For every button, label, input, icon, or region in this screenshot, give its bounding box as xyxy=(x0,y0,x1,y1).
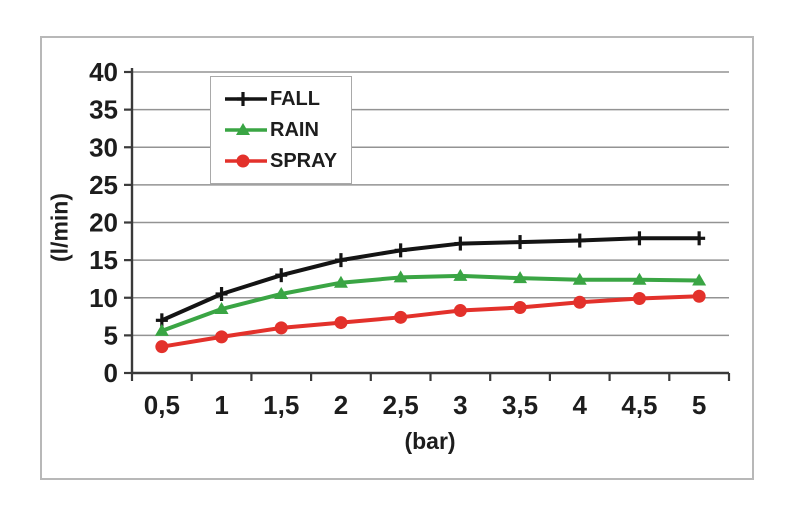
legend-label-spray: SPRAY xyxy=(270,150,338,173)
x-tick-label: 4,5 xyxy=(621,390,657,420)
legend-item-fall: FALL xyxy=(223,89,351,109)
y-tick-label: 25 xyxy=(89,170,118,200)
y-tick-label: 40 xyxy=(89,57,118,87)
legend-item-rain: RAIN xyxy=(223,120,351,140)
chart-panel: 0 5 10 15 20 25 30 35 40 0,5 1 1,5 2 2,5 3 3,5 4 4,5 5 FAL… xyxy=(40,36,754,480)
x-axis-title: (bar) xyxy=(404,428,456,454)
x-tick-label: 1,5 xyxy=(263,390,299,420)
x-tick-label: 4 xyxy=(573,390,588,420)
chart-plot: 0 5 10 15 20 25 30 35 40 0,5 1 1,5 2 2,5 3 3,5 4 4,5 5 xyxy=(89,57,731,420)
series-rain xyxy=(154,268,707,336)
x-tick-label: 2 xyxy=(334,390,348,420)
x-tick-label: 0,5 xyxy=(144,390,180,420)
x-tick-label: 3 xyxy=(453,390,467,420)
y-tick-label: 20 xyxy=(89,208,118,238)
x-tick-label: 2,5 xyxy=(383,390,419,420)
y-tick-label: 15 xyxy=(89,245,118,275)
legend: FALL RAIN SPRAY xyxy=(210,76,352,184)
x-tick-label: 3,5 xyxy=(502,390,538,420)
series-fall xyxy=(155,231,706,328)
rain-line-marker-icon xyxy=(223,121,269,139)
legend-label-rain: RAIN xyxy=(270,118,319,141)
y-axis-title: (l/min) xyxy=(46,193,73,262)
legend-label-fall: FALL xyxy=(270,87,320,110)
y-tick-label: 5 xyxy=(104,320,118,350)
fall-line-marker-icon xyxy=(223,90,269,108)
spray-line-marker-icon xyxy=(223,152,269,170)
x-tick-label: 1 xyxy=(214,390,228,420)
y-tick-label: 35 xyxy=(89,95,118,125)
y-tick-label: 0 xyxy=(104,358,118,388)
legend-item-spray: SPRAY xyxy=(223,151,351,171)
x-tick-label: 5 xyxy=(692,390,706,420)
series-spray xyxy=(155,289,706,354)
y-tick-label: 10 xyxy=(89,283,118,313)
y-tick-label: 30 xyxy=(89,132,118,162)
